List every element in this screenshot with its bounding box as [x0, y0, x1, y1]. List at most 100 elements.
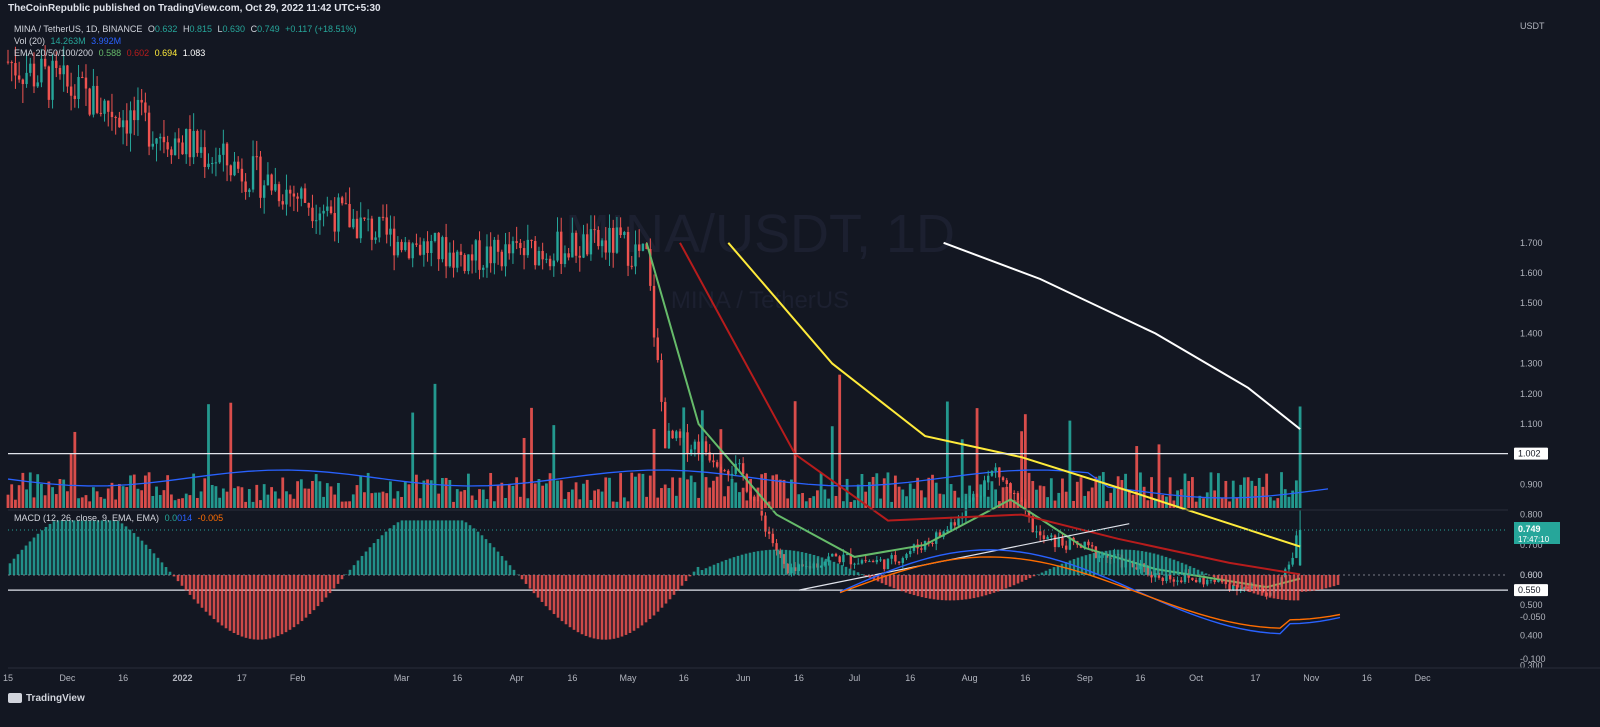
- macd-line-value: 014: [177, 513, 193, 523]
- volume-bar: [556, 480, 559, 508]
- price-tick-label: 0.900: [1520, 479, 1543, 489]
- volume-bar: [816, 490, 819, 508]
- macd-histogram-bar: [540, 575, 544, 602]
- candle-body: [352, 218, 355, 228]
- macd-histogram-bar: [132, 533, 136, 575]
- volume-bar: [470, 495, 474, 508]
- volume-bar: [66, 491, 69, 508]
- volume-bar: [455, 489, 459, 508]
- price-chart[interactable]: MINA/USDT, 1D MINA / TetherUS USDT 1.700 1…: [0, 18, 1600, 701]
- volume-bar: [210, 484, 214, 508]
- time-tick-label: 16: [1135, 673, 1145, 683]
- volume-bar: [1179, 489, 1183, 508]
- volume-bar: [426, 479, 429, 508]
- candle-body: [574, 232, 578, 256]
- candle-body: [1194, 579, 1198, 583]
- candle-body: [1213, 579, 1216, 583]
- macd-histogram-bar: [368, 547, 372, 575]
- macd-histogram-bar: [40, 530, 44, 575]
- candle-body: [1027, 510, 1031, 516]
- candle-body: [938, 532, 942, 537]
- volume-bar: [790, 479, 793, 508]
- chart-area[interactable]: MINA/USDT, 1D MINA / TetherUS USDT 1.700 1…: [0, 18, 1600, 701]
- macd-histogram-bar: [684, 575, 688, 582]
- volume-bar: [600, 491, 604, 508]
- candle-body: [1191, 577, 1194, 580]
- volume-bar: [1087, 491, 1090, 508]
- volume-bar: [277, 498, 281, 508]
- volume-bar: [608, 477, 611, 508]
- macd-histogram-bar: [1148, 552, 1152, 575]
- candle-body: [121, 120, 125, 128]
- candle-body: [1291, 557, 1294, 565]
- candle-body: [441, 237, 444, 260]
- time-tick-label: 16: [118, 673, 128, 683]
- volume-bar: [14, 499, 17, 508]
- volume-bar: [500, 482, 504, 508]
- volume-bar: [363, 492, 366, 508]
- candle-body: [860, 560, 864, 564]
- candle-body: [474, 240, 478, 261]
- macd-histogram-bar: [896, 575, 900, 590]
- volume-bar: [1146, 500, 1150, 508]
- volume-bar: [58, 479, 62, 508]
- volume-bar: [1280, 472, 1283, 508]
- price-axis-bg: [1508, 18, 1600, 668]
- macd-histogram-bar: [532, 575, 536, 594]
- candle-body: [1150, 574, 1153, 578]
- volume-bar: [1224, 480, 1228, 508]
- volume-bar: [47, 481, 51, 508]
- macd-histogram-bar: [548, 575, 552, 611]
- candle-body: [845, 554, 849, 556]
- candle-body: [745, 474, 749, 492]
- candle-body: [426, 241, 429, 254]
- candle-body: [901, 558, 905, 563]
- macd-histogram-bar: [288, 575, 292, 630]
- macd-histogram-bar: [392, 525, 396, 575]
- macd-histogram-bar: [1096, 552, 1100, 575]
- macd-histogram-bar: [1040, 572, 1044, 575]
- candle-body: [534, 240, 537, 266]
- volume-bar: [1049, 478, 1053, 508]
- macd-histogram-bar: [780, 549, 784, 575]
- candle-body: [909, 550, 912, 555]
- candle-body: [1165, 574, 1168, 582]
- volume-bar: [823, 489, 827, 508]
- macd-histogram-bar: [1080, 556, 1084, 575]
- candle-body: [337, 197, 340, 232]
- macd-histogram-bar: [416, 520, 420, 575]
- volume-bar: [1131, 494, 1135, 508]
- volume-bar: [273, 491, 277, 508]
- macd-histogram-bar: [956, 575, 960, 601]
- candle-body: [623, 232, 626, 236]
- volume-bar: [652, 428, 656, 508]
- macd-histogram-bar: [1060, 563, 1064, 575]
- volume-bar: [385, 493, 389, 508]
- macd-histogram-bar: [964, 575, 968, 600]
- candle-body: [136, 99, 140, 121]
- macd-histogram-bar: [348, 569, 352, 575]
- candle-body: [615, 227, 619, 253]
- volume-bar: [927, 477, 931, 508]
- candle-body: [1254, 586, 1257, 588]
- volume-bar: [292, 498, 296, 508]
- time-tick-label: Nov: [1303, 673, 1320, 683]
- macd-histogram-bar: [184, 575, 188, 591]
- volume-bar: [370, 493, 374, 508]
- tradingview-logo[interactable]: TradingView: [8, 693, 85, 704]
- volume-bar: [563, 498, 567, 508]
- volume-bar: [593, 490, 597, 508]
- volume-bar: [181, 498, 184, 508]
- macd-histogram-bar: [712, 564, 716, 575]
- macd-histogram-bar: [1216, 575, 1220, 579]
- candle-body: [125, 120, 129, 134]
- volume-bar: [281, 477, 285, 508]
- volume-bar: [10, 484, 14, 508]
- macd-histogram-bar: [1044, 570, 1048, 575]
- candle-body: [697, 441, 700, 454]
- volume-bar: [69, 453, 73, 508]
- volume-bar: [1135, 446, 1139, 508]
- volume-bar: [318, 481, 322, 508]
- macd-histogram-bar: [700, 570, 704, 575]
- volume-bar: [1191, 477, 1194, 508]
